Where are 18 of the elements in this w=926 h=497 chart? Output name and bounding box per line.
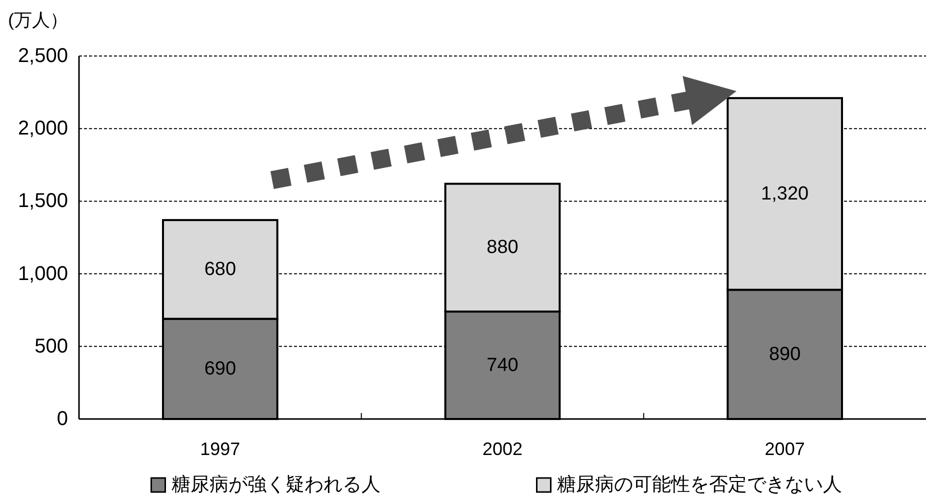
y-tick-label: 1,000 bbox=[18, 262, 68, 285]
y-tick-label: 2,500 bbox=[18, 45, 68, 67]
y-tick-label: 500 bbox=[34, 335, 68, 358]
y-tick-label: 0 bbox=[56, 408, 68, 430]
data-label: 690 bbox=[204, 358, 236, 380]
data-label: 680 bbox=[204, 258, 236, 280]
x-tick-label: 1997 bbox=[200, 439, 240, 459]
y-tick-label: 1,500 bbox=[18, 190, 68, 212]
y-tick-label: 2,000 bbox=[18, 118, 68, 140]
x-tick-label: 2007 bbox=[764, 439, 805, 459]
data-label: 1,320 bbox=[761, 183, 809, 204]
legend-label: 糖尿病の可能性を否定できない人 bbox=[556, 474, 842, 496]
x-tick-label: 2002 bbox=[482, 439, 523, 459]
data-label: 890 bbox=[768, 344, 801, 365]
y-axis-title: (万人） bbox=[8, 10, 68, 30]
data-label: 740 bbox=[486, 354, 518, 376]
data-label: 880 bbox=[486, 237, 518, 258]
legend-label: 糖尿病が強く疑われる人 bbox=[171, 474, 380, 496]
